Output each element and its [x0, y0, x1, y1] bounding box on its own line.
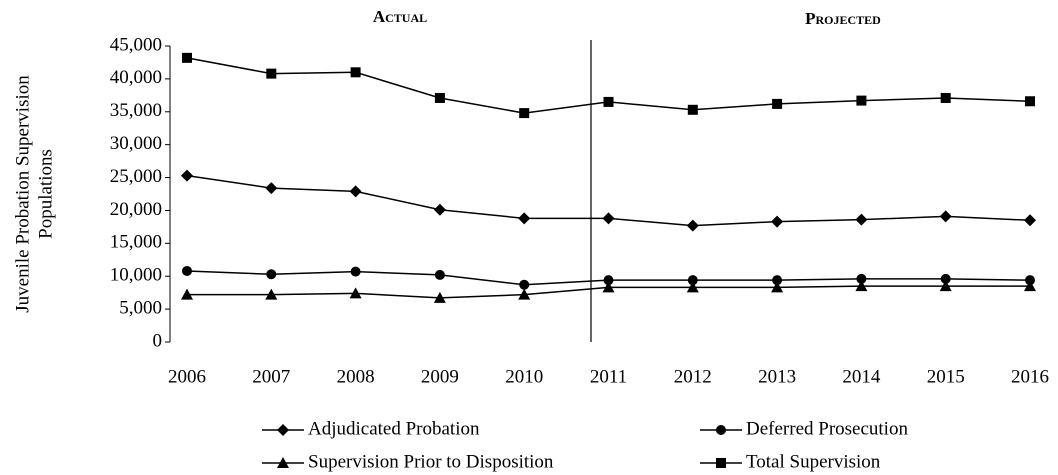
- marker: [686, 281, 699, 293]
- marker: [687, 275, 698, 286]
- marker: [349, 185, 362, 198]
- marker: [772, 98, 783, 109]
- legend-marker: [716, 425, 726, 435]
- marker: [433, 203, 446, 216]
- legend-marker: [277, 424, 289, 436]
- x-tick-label: 2015: [927, 366, 965, 387]
- marker: [603, 96, 614, 107]
- marker: [266, 68, 277, 79]
- marker: [181, 288, 193, 300]
- marker: [434, 269, 445, 280]
- marker: [433, 291, 446, 303]
- x-tick-label: 2011: [590, 366, 627, 387]
- x-tick-label: 2013: [758, 366, 796, 387]
- annotation: Actual: [373, 7, 427, 26]
- marker: [519, 279, 530, 290]
- marker: [771, 215, 784, 228]
- marker: [182, 52, 192, 63]
- y-axis-label: Populations: [35, 149, 56, 239]
- marker: [855, 213, 868, 226]
- marker: [265, 288, 278, 300]
- x-tick-label: 2009: [421, 366, 459, 387]
- marker: [771, 281, 784, 293]
- marker: [603, 275, 614, 286]
- marker: [939, 210, 952, 223]
- marker: [265, 182, 278, 195]
- x-tick-label: 2016: [1011, 366, 1049, 387]
- marker: [602, 281, 615, 293]
- x-tick-label: 2006: [168, 366, 206, 387]
- marker: [349, 287, 362, 299]
- x-tick-label: 2007: [252, 366, 290, 387]
- marker: [940, 273, 951, 284]
- y-tick-label: 25,000: [110, 166, 162, 187]
- marker: [856, 95, 867, 106]
- marker: [181, 169, 193, 182]
- marker: [687, 104, 698, 115]
- marker: [856, 273, 867, 284]
- marker: [1025, 96, 1035, 107]
- y-tick-label: 30,000: [110, 133, 162, 154]
- legend-marker: [716, 458, 726, 468]
- y-tick-label: 40,000: [110, 67, 162, 88]
- x-tick-label: 2012: [674, 366, 712, 387]
- marker: [939, 280, 952, 292]
- x-tick-label: 2008: [337, 366, 375, 387]
- marker: [519, 108, 530, 119]
- x-tick-label: 2010: [505, 366, 543, 387]
- marker: [1024, 214, 1036, 227]
- legend-label: Adjudicated Probation: [308, 418, 480, 439]
- y-axis-label: Juvenile Probation Supervision: [12, 75, 33, 313]
- x-tick-label: 2014: [842, 366, 881, 387]
- marker: [350, 266, 361, 277]
- marker: [686, 219, 699, 232]
- marker: [266, 269, 277, 280]
- marker: [518, 288, 531, 300]
- y-tick-label: 0: [153, 330, 163, 351]
- y-tick-label: 5,000: [119, 297, 162, 318]
- marker: [434, 92, 445, 103]
- marker: [855, 280, 868, 292]
- marker: [940, 92, 951, 103]
- marker: [772, 275, 783, 286]
- annotation: Projected: [805, 9, 881, 28]
- legend-label: Deferred Prosecution: [746, 418, 908, 439]
- legend-label: Total Supervision: [746, 451, 881, 472]
- marker: [1024, 280, 1036, 292]
- marker: [182, 265, 192, 276]
- marker: [602, 212, 615, 225]
- y-tick-label: 20,000: [110, 199, 162, 220]
- marker: [518, 212, 531, 225]
- legend-marker: [277, 457, 289, 468]
- legend-label: Supervision Prior to Disposition: [308, 451, 554, 472]
- marker: [350, 67, 361, 78]
- y-tick-label: 10,000: [110, 265, 162, 286]
- y-tick-label: 45,000: [110, 34, 162, 55]
- y-tick-label: 35,000: [110, 100, 162, 121]
- y-tick-label: 15,000: [110, 232, 162, 253]
